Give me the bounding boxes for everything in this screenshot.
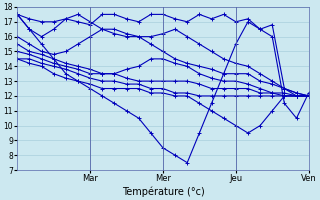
X-axis label: Température (°c): Température (°c) (122, 186, 204, 197)
